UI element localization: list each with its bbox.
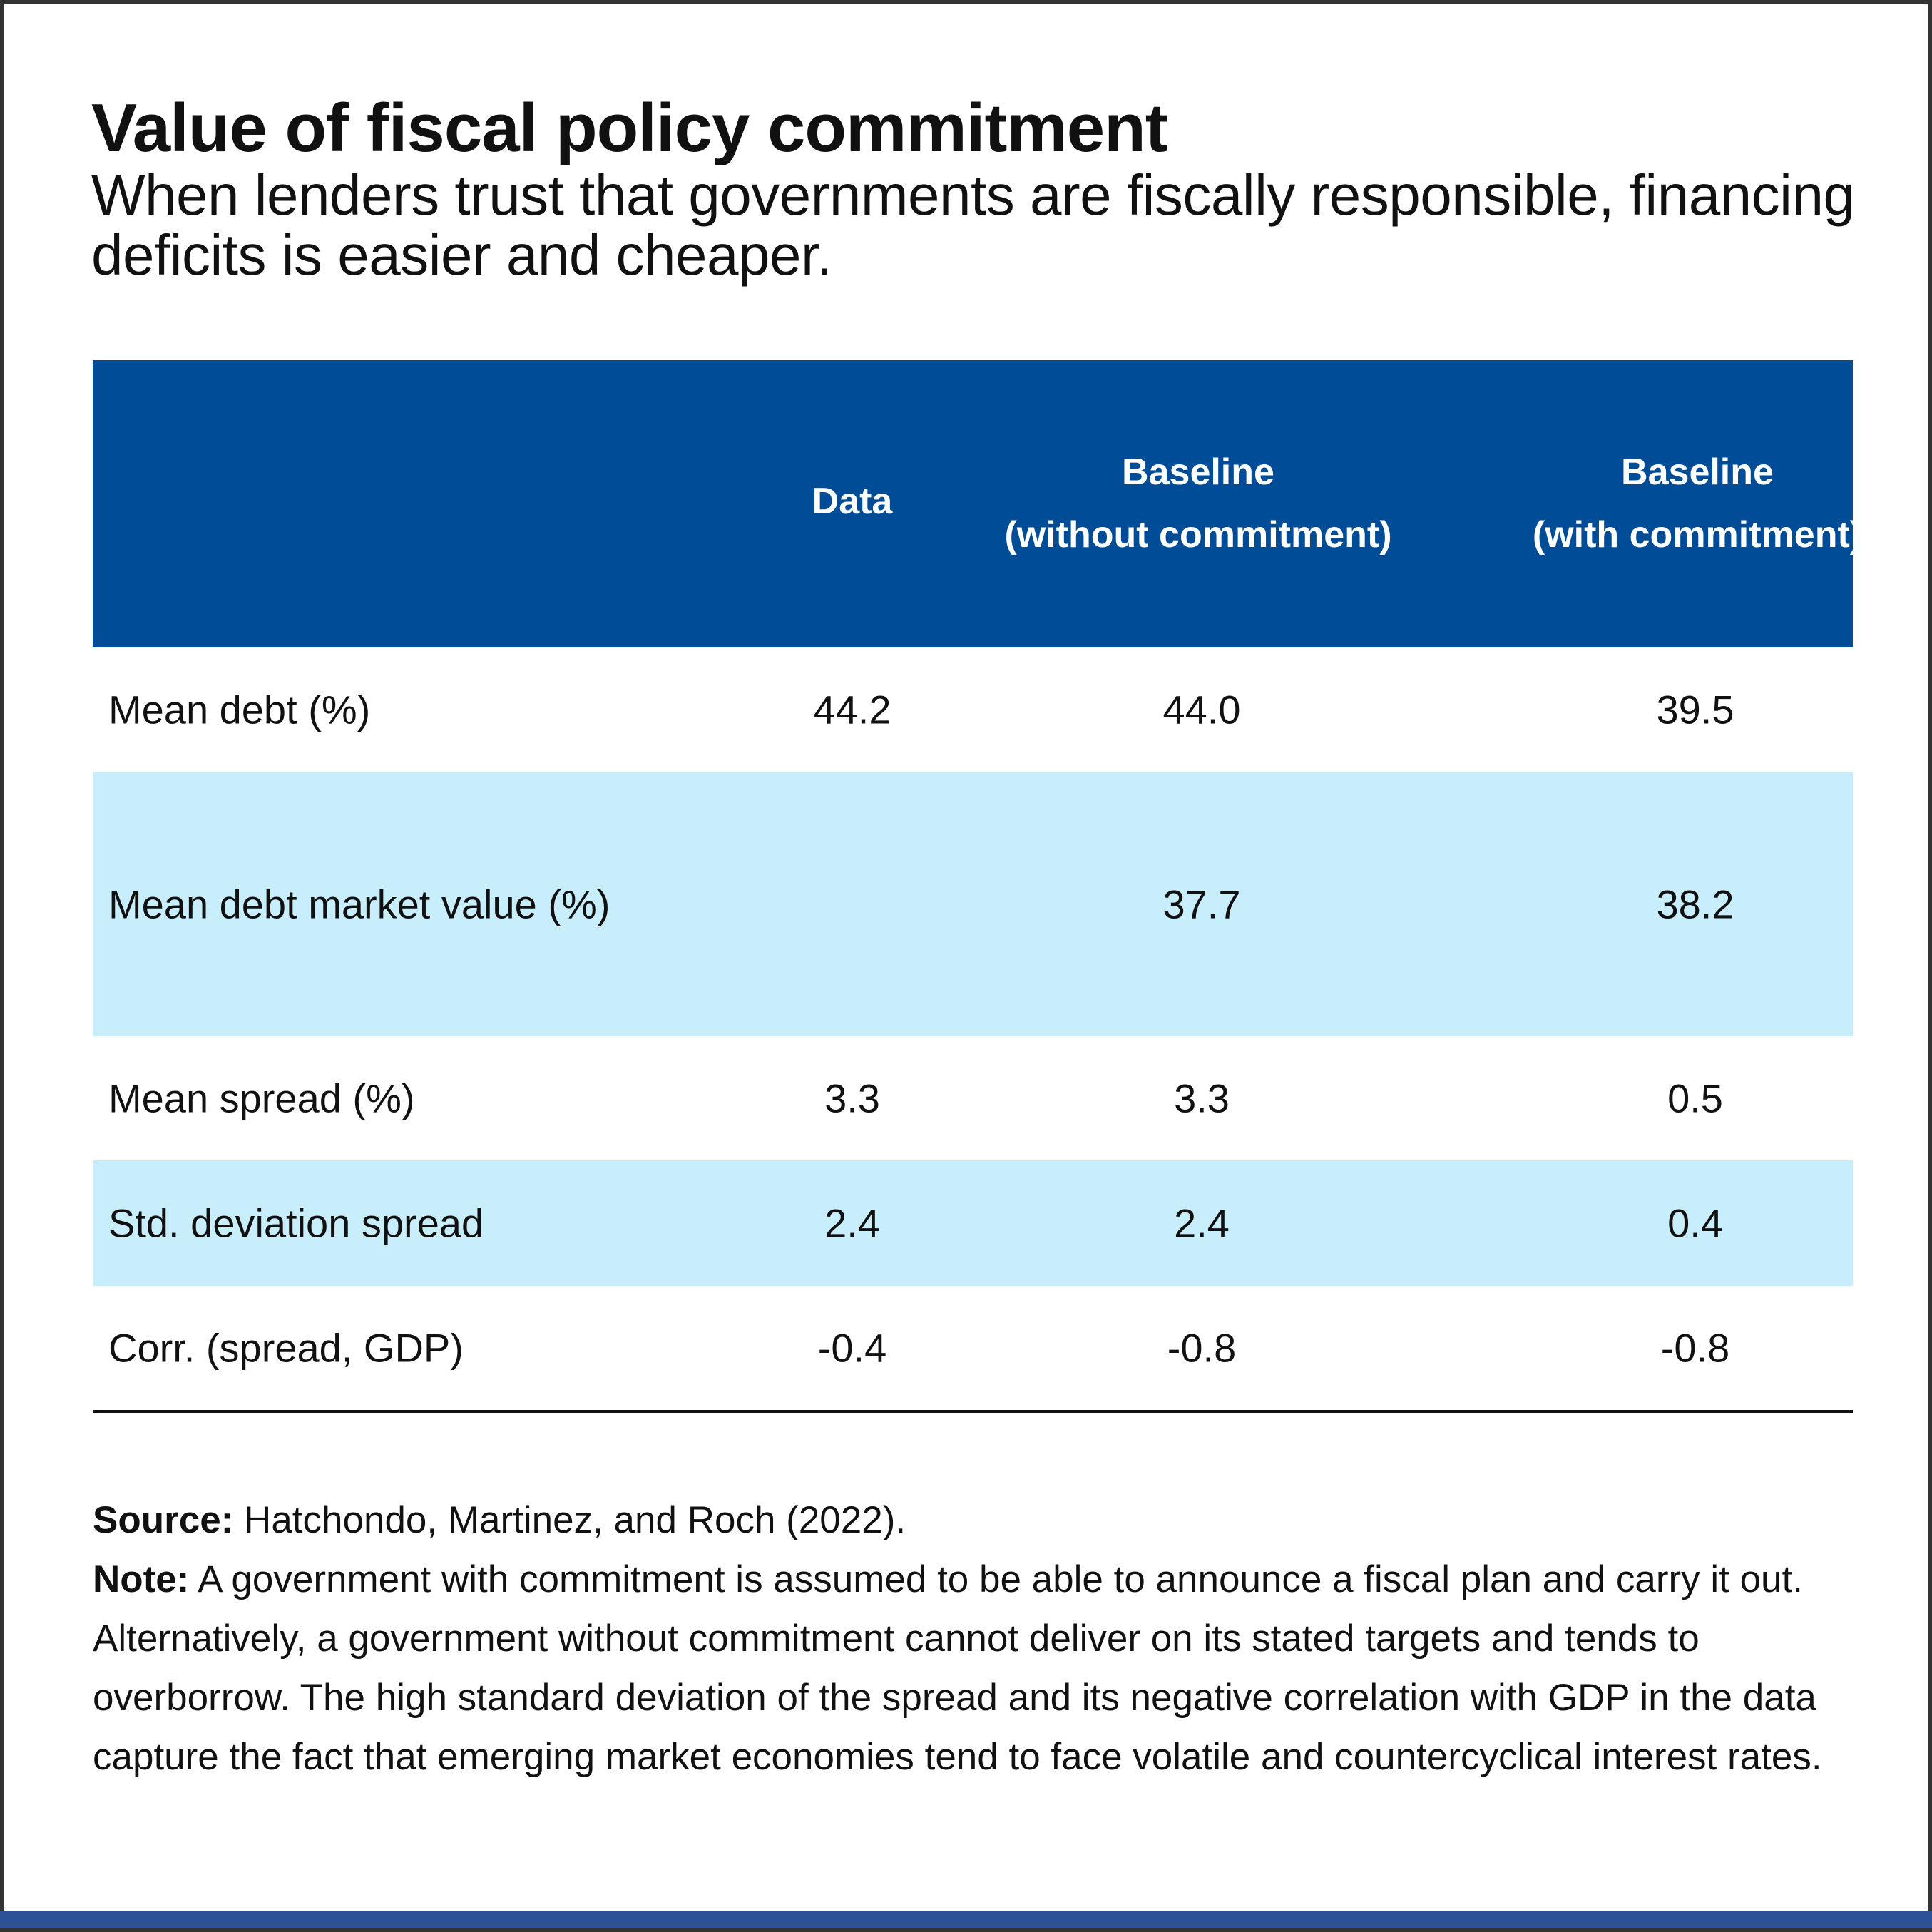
row-label: Std. deviation spread xyxy=(108,1200,484,1246)
column-header-without-commitment: Baseline (without commitment) xyxy=(884,441,1512,566)
footer-bar xyxy=(0,1911,1932,1932)
row-label: Mean debt (%) xyxy=(108,687,371,732)
note-text: A government with commitment is assumed … xyxy=(93,1558,1822,1778)
cell-without-commitment: 37.7 xyxy=(1162,881,1241,926)
table-bottom-rule xyxy=(93,1410,1853,1413)
source-label: Source: xyxy=(93,1499,234,1541)
cell-without-commitment: -0.8 xyxy=(1167,1325,1237,1371)
table-row: Mean debt (%) 44.2 44.0 39.5 xyxy=(93,647,1853,772)
row-label: Mean debt market value (%) xyxy=(108,881,610,926)
note: Note: A government with commitment is as… xyxy=(93,1550,1833,1787)
cell-with-commitment: 39.5 xyxy=(1656,687,1734,732)
source-note: Source: Hatchondo, Martinez, and Roch (2… xyxy=(93,1491,1833,1550)
table-row: Std. deviation spread 2.4 2.4 0.4 xyxy=(93,1160,1853,1286)
cell-with-commitment: 0.4 xyxy=(1667,1200,1723,1246)
cell-data: 44.2 xyxy=(813,687,891,732)
column-header-line: (with commitment) xyxy=(1532,514,1863,556)
note-label: Note: xyxy=(93,1558,190,1600)
cell-with-commitment: 38.2 xyxy=(1656,881,1734,926)
column-header-line: (without commitment) xyxy=(1004,514,1392,556)
cell-without-commitment: 3.3 xyxy=(1174,1075,1230,1121)
cell-without-commitment: 2.4 xyxy=(1174,1200,1230,1246)
footnotes: Source: Hatchondo, Martinez, and Roch (2… xyxy=(93,1491,1833,1787)
column-header-with-commitment: Baseline (with commitment) xyxy=(1384,441,1932,566)
column-header-line: Baseline xyxy=(1122,451,1274,493)
chart-title: Value of fiscal policy commitment xyxy=(91,90,1168,166)
table-row: Mean debt market value (%) 37.7 38.2 xyxy=(93,772,1853,1036)
cell-data: -0.4 xyxy=(817,1325,887,1371)
table-row: Mean spread (%) 3.3 3.3 0.5 xyxy=(93,1036,1853,1160)
row-label: Mean spread (%) xyxy=(108,1075,415,1121)
row-label: Corr. (spread, GDP) xyxy=(108,1325,464,1371)
cell-data: 2.4 xyxy=(824,1200,880,1246)
cell-with-commitment: -0.8 xyxy=(1660,1325,1730,1371)
column-header-line: Baseline xyxy=(1621,451,1774,493)
chart-subtitle: When lenders trust that governments are … xyxy=(91,163,1855,287)
table-header: Data Baseline (without commitment) Basel… xyxy=(93,360,1862,647)
table-row: Corr. (spread, GDP) -0.4 -0.8 -0.8 xyxy=(93,1286,1853,1410)
cell-data: 3.3 xyxy=(824,1075,880,1121)
column-header-data: Data xyxy=(812,481,893,522)
results-table: Data Baseline (without commitment) Basel… xyxy=(93,360,1862,1413)
source-text: Hatchondo, Martinez, and Roch (2022). xyxy=(233,1499,906,1541)
cell-with-commitment: 0.5 xyxy=(1667,1075,1723,1121)
cell-without-commitment: 44.0 xyxy=(1162,687,1241,732)
